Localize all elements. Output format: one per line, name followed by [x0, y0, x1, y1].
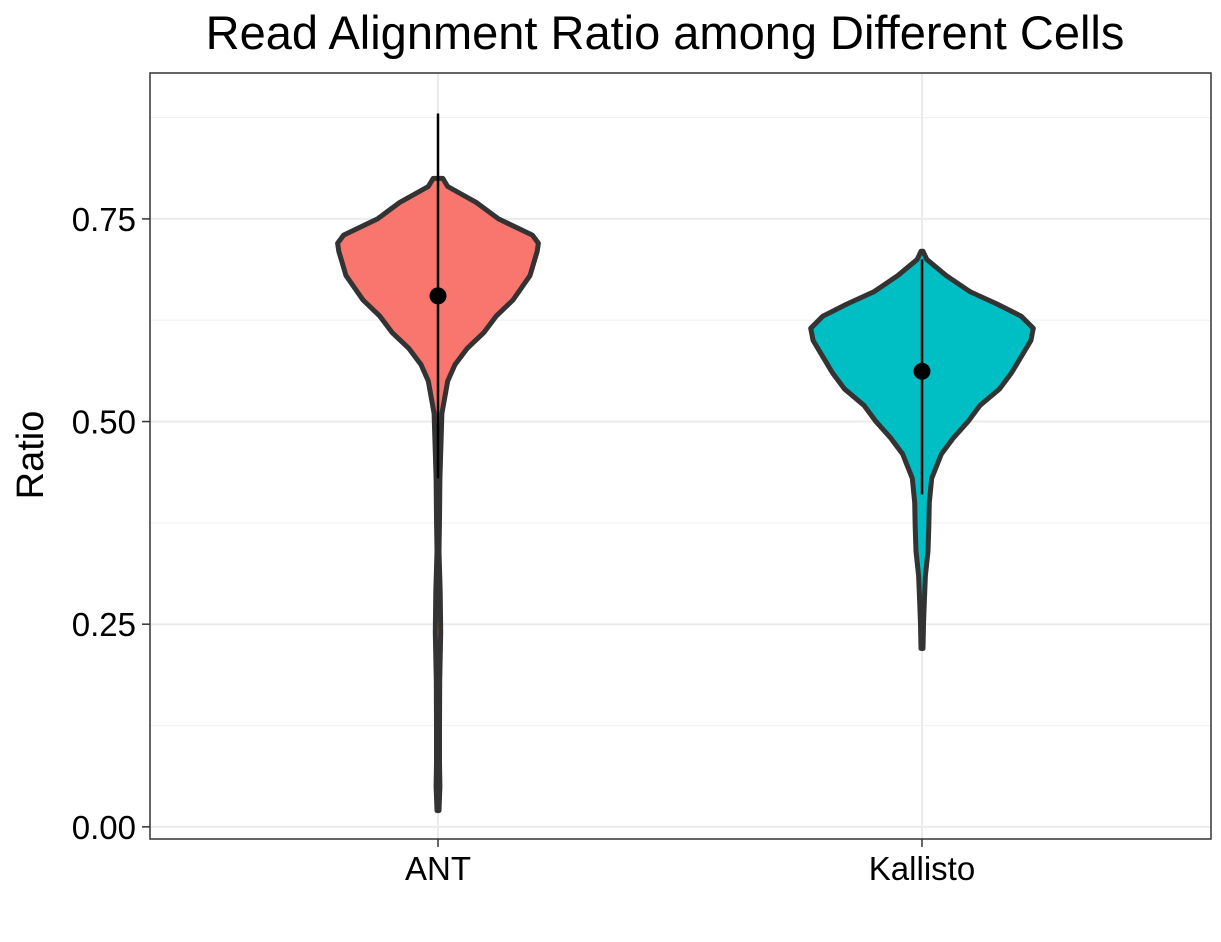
y-axis-layer: 0.00 0.25 0.50 0.75 [72, 201, 150, 846]
x-tick-label: Kallisto [869, 850, 975, 887]
plot-panel-border [149, 72, 1212, 840]
x-tick-label: ANT [405, 850, 471, 887]
y-tick-label: 0.75 [72, 201, 136, 238]
x-axis-layer: ANT Kallisto [405, 839, 975, 887]
plot-panel-background [150, 73, 1211, 839]
y-tick-label: 0.25 [72, 606, 136, 643]
y-tick-label: 0.50 [72, 404, 136, 441]
y-tick-label: 0.00 [72, 809, 136, 846]
mean-point-kallisto [913, 362, 931, 380]
point-layer [429, 287, 931, 380]
y-axis-label: Ratio [10, 411, 52, 500]
violin-ant [335, 175, 541, 814]
chart-title: Read Alignment Ratio among Different Cel… [206, 6, 1125, 59]
mean-point-ant [429, 287, 447, 305]
